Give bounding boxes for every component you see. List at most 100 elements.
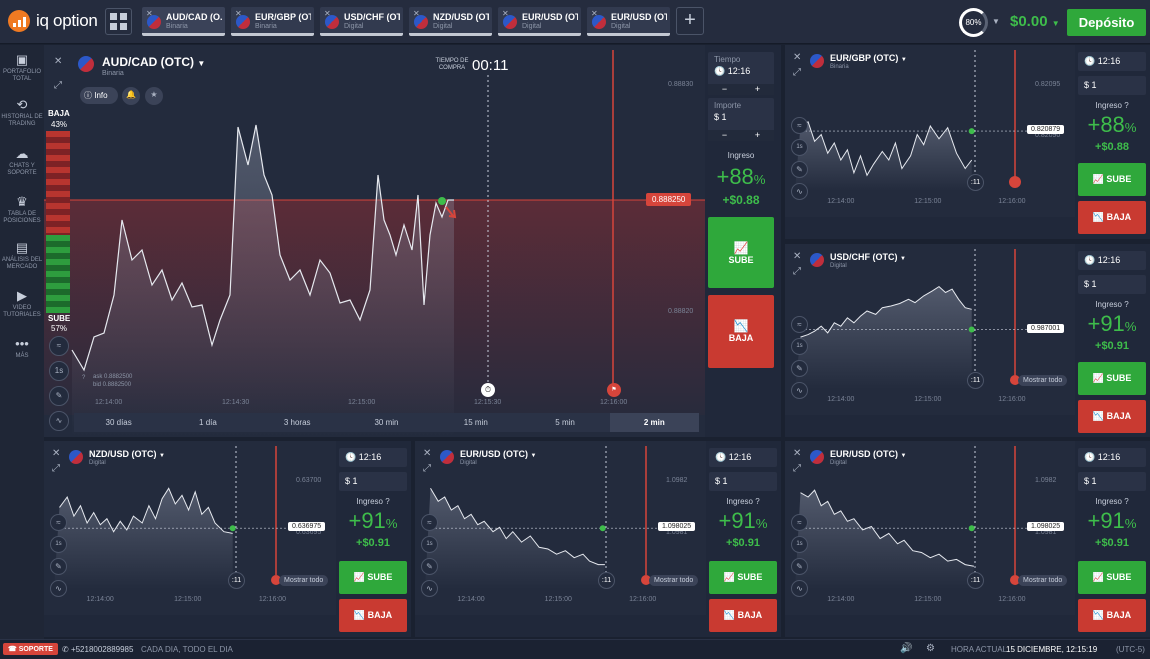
asset-tab[interactable]: ✕ USD/CHF (OTC)Digital xyxy=(320,7,403,36)
timeframe-1s-button[interactable]: 1s xyxy=(791,139,808,157)
help-icon[interactable]: ? xyxy=(1124,300,1129,309)
expand-icon[interactable]: ⤢ xyxy=(52,463,60,474)
progress-ring[interactable]: 80% xyxy=(959,8,988,37)
asset-title[interactable]: NZD/USD (OTC) ▼ xyxy=(89,449,165,459)
close-tab-icon[interactable]: ✕ xyxy=(235,9,242,18)
baja-button[interactable]: 📉 BAJA xyxy=(708,295,774,368)
sube-button[interactable]: 📈 SUBE xyxy=(709,561,777,594)
importe-control[interactable]: $ 1 xyxy=(1078,76,1146,95)
importe-control[interactable]: $ 1 xyxy=(1078,472,1146,491)
tiempo-control[interactable]: 🕓 12:16 xyxy=(709,448,777,467)
mostrar-todo-button[interactable]: Mostrar todo xyxy=(649,575,699,586)
asset-title[interactable]: EUR/USD (OTC) ▼ xyxy=(460,449,536,459)
soporte-button[interactable]: ☎ SOPORTE xyxy=(3,643,58,655)
pencil-icon[interactable]: ✎ xyxy=(791,161,808,179)
chart-type-icon[interactable]: ∿ xyxy=(421,580,438,598)
close-icon[interactable]: ✕ xyxy=(793,448,802,459)
mini-chart[interactable]: ✕ ⤢ NZD/USD (OTC) ▼ Digital 0.63700 0.63695 0.… xyxy=(44,441,336,615)
sube-button[interactable]: 📈 SUBE xyxy=(708,217,774,288)
sube-button[interactable]: 📈 SUBE xyxy=(1078,163,1146,196)
indicators-icon[interactable]: ≈ xyxy=(791,315,808,333)
info-button[interactable]: ⓘ Info xyxy=(80,87,118,104)
expand-icon[interactable]: ⤢ xyxy=(54,80,62,91)
importe-control[interactable]: $ 1 xyxy=(339,472,407,491)
mostrar-todo-button[interactable]: Mostrar todo xyxy=(1018,375,1068,386)
help-icon[interactable]: ? xyxy=(1124,101,1129,110)
help-icon[interactable]: ? xyxy=(1124,497,1129,506)
mini-chart[interactable]: ✕ ⤢ USD/CHF (OTC) ▼ Digital 0.987001:11 Mostr… xyxy=(785,244,1075,415)
asset-tab[interactable]: ✕ EUR/USD (OTC)Digital xyxy=(587,7,670,36)
bell-icon[interactable]: 🔔 xyxy=(122,87,140,105)
timeframe-option[interactable]: 30 min xyxy=(341,413,432,432)
tiempo-control[interactable]: 🕓 12:16 xyxy=(339,448,407,467)
indicators-icon[interactable]: ≈ xyxy=(791,117,808,135)
importe-control[interactable]: $ 1 xyxy=(1078,275,1146,294)
tiempo-plus-button[interactable]: + xyxy=(754,84,761,94)
phone[interactable]: ✆ +5218002889985 xyxy=(62,645,133,654)
pencil-icon[interactable]: ✎ xyxy=(791,558,808,576)
baja-button[interactable]: 📉 BAJA xyxy=(339,599,407,632)
baja-button[interactable]: 📉 BAJA xyxy=(709,599,777,632)
baja-button[interactable]: 📉 BAJA xyxy=(1078,400,1146,433)
tiempo-control[interactable]: 🕓 12:16 xyxy=(1078,448,1146,467)
timeframe-option[interactable]: 1 día xyxy=(163,413,253,432)
tiempo-minus-button[interactable]: − xyxy=(721,84,728,94)
add-tab-button[interactable]: + xyxy=(676,7,704,35)
tiempo-control[interactable]: 🕓 12:16 xyxy=(1078,52,1146,71)
chart-type-icon[interactable]: ∿ xyxy=(49,411,69,431)
volume-icon[interactable]: 🔊 xyxy=(900,643,913,654)
sidebar-item[interactable]: ••• MÁS xyxy=(0,337,44,360)
baja-button[interactable]: 📉 BAJA xyxy=(1078,599,1146,632)
chart-type-icon[interactable]: ∿ xyxy=(791,381,808,399)
balance[interactable]: $0.00 ▼ xyxy=(1010,13,1060,30)
indicators-icon[interactable]: ≈ xyxy=(50,514,67,532)
mini-chart[interactable]: ✕ ⤢ EUR/USD (OTC) ▼ Digital 1.0982 1.0981 1.09… xyxy=(415,441,706,615)
expand-icon[interactable]: ⤢ xyxy=(793,266,801,277)
pencil-icon[interactable]: ✎ xyxy=(49,386,69,406)
chevron-down-icon[interactable]: ▼ xyxy=(992,17,1000,26)
expand-icon[interactable]: ⤢ xyxy=(793,463,801,474)
sidebar-item[interactable]: ♛ TABLA DE POSICIONES xyxy=(0,195,44,225)
chart-type-icon[interactable]: ∿ xyxy=(791,183,808,201)
asset-tab[interactable]: ✕ EUR/USD (OTC)Digital xyxy=(498,7,581,36)
close-icon[interactable]: ✕ xyxy=(52,448,61,459)
close-tab-icon[interactable]: ✕ xyxy=(591,9,598,18)
timeframe-option[interactable]: 30 días xyxy=(74,413,164,432)
asset-tab[interactable]: ✕ NZD/USD (OTC)Digital xyxy=(409,7,492,36)
close-tab-icon[interactable]: ✕ xyxy=(146,9,153,18)
help-icon[interactable]: ? xyxy=(755,497,760,506)
close-tab-icon[interactable]: ✕ xyxy=(324,9,331,18)
timeframe-option[interactable]: 2 min xyxy=(609,413,699,432)
star-icon[interactable]: ★ xyxy=(145,87,163,105)
chart-type-icon[interactable]: ∿ xyxy=(50,580,67,598)
timeframe-1s-button[interactable]: 1s xyxy=(49,361,69,381)
indicators-icon[interactable]: ≈ xyxy=(49,336,69,356)
asset-title[interactable]: USD/CHF (OTC) ▼ xyxy=(830,252,906,262)
expand-icon[interactable]: ⤢ xyxy=(793,67,801,78)
mini-chart[interactable]: ✕ ⤢ EUR/GBP (OTC) ▼ Binaria 0.82095 0.82090 0.… xyxy=(785,45,1075,217)
gear-icon[interactable]: ⚙ xyxy=(926,643,935,654)
importe-plus-button[interactable]: + xyxy=(754,130,761,140)
sidebar-item[interactable]: ▤ ANÁLISIS DEL MERCADO xyxy=(0,241,44,271)
logo[interactable]: iq option xyxy=(8,10,98,32)
importe-control[interactable]: Importe $ 1 − + xyxy=(708,98,774,141)
close-icon[interactable]: ✕ xyxy=(793,251,802,262)
timeframe-option[interactable]: 15 min xyxy=(431,413,521,432)
pencil-icon[interactable]: ✎ xyxy=(421,558,438,576)
tiempo-control[interactable]: Tiempo 🕓 12:16 − + xyxy=(708,52,774,95)
close-tab-icon[interactable]: ✕ xyxy=(413,9,420,18)
asset-tab[interactable]: ✕ EUR/GBP (OTC)Binaria xyxy=(231,7,314,36)
close-icon[interactable]: ✕ xyxy=(54,56,63,67)
close-tab-icon[interactable]: ✕ xyxy=(502,9,509,18)
indicators-icon[interactable]: ≈ xyxy=(421,514,438,532)
sube-button[interactable]: 📈 SUBE xyxy=(339,561,407,594)
timeframe-option[interactable]: 5 min xyxy=(520,413,610,432)
asset-title[interactable]: EUR/GBP (OTC) ▼ xyxy=(830,53,907,63)
importe-minus-button[interactable]: − xyxy=(721,130,728,140)
layout-grid-button[interactable] xyxy=(105,8,132,35)
asset-tab[interactable]: ✕ AUD/CAD (O... Binaria xyxy=(142,7,225,36)
baja-button[interactable]: 📉 BAJA xyxy=(1078,201,1146,234)
timeframe-1s-button[interactable]: 1s xyxy=(421,536,438,554)
chart-type-icon[interactable]: ∿ xyxy=(791,580,808,598)
indicators-icon[interactable]: ≈ xyxy=(791,514,808,532)
